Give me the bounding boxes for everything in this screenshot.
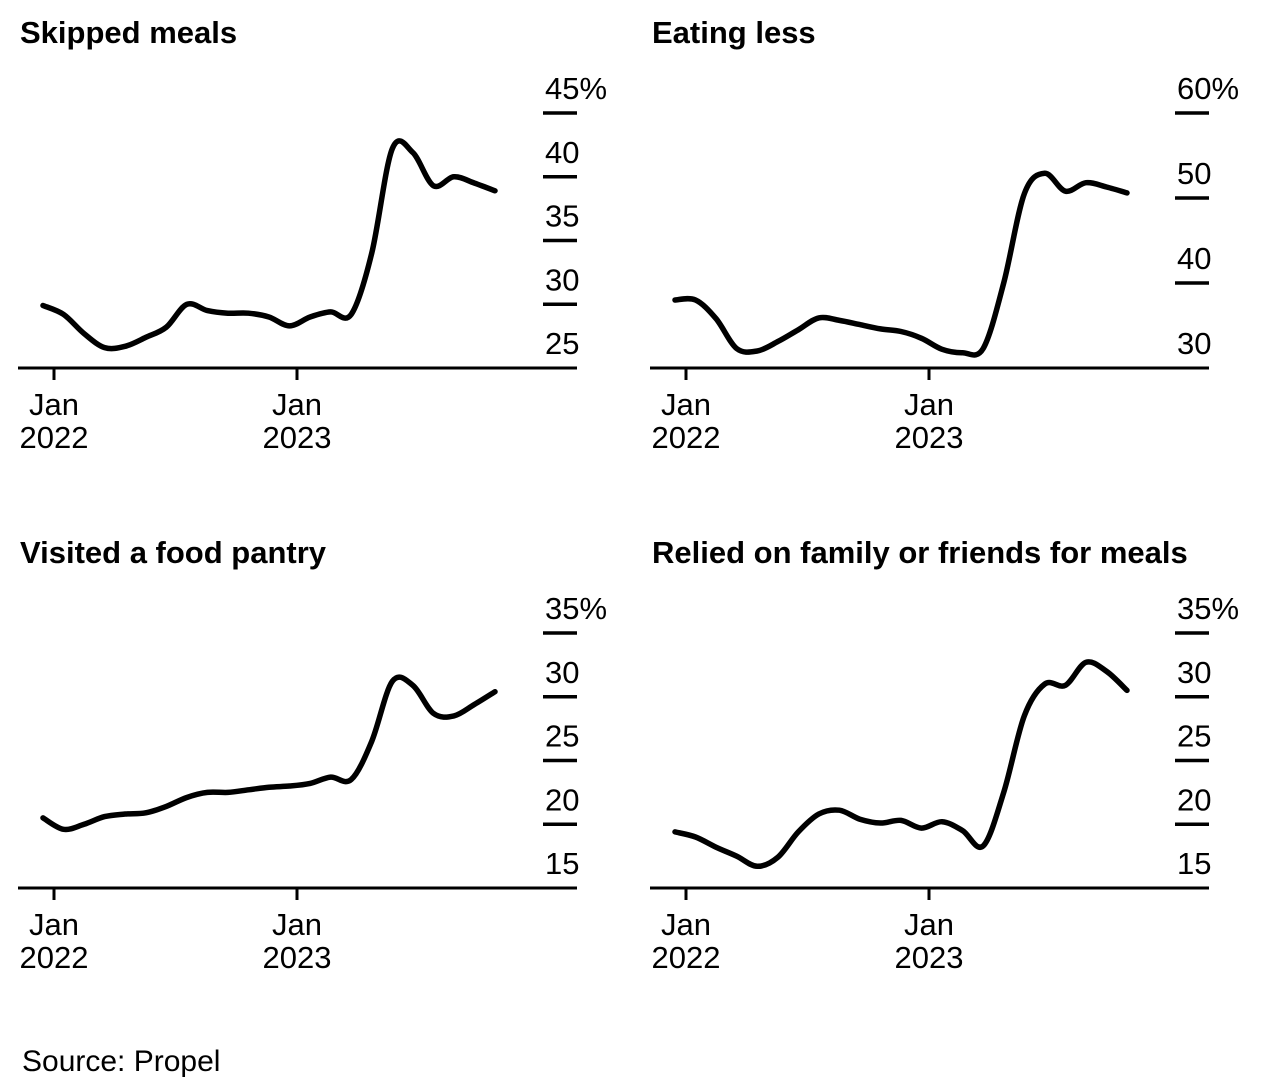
y-tick-label: 30 <box>1177 326 1211 361</box>
y-tick-label: 45% <box>545 71 607 106</box>
y-tick-label: 35% <box>1177 591 1239 626</box>
data-line <box>40 674 498 833</box>
y-tick-label: 60% <box>1177 71 1239 106</box>
x-tick-month-label: Jan <box>661 907 711 942</box>
x-tick-year-label: 2023 <box>895 940 964 975</box>
data-line <box>40 138 498 352</box>
x-tick-month-label: Jan <box>904 907 954 942</box>
panel-visited-food-pantry: Visited a food pantry Jan 2022 Jan 2023 35% 3… <box>0 520 650 1040</box>
x-tick-month-label: Jan <box>272 907 322 942</box>
y-tick-label: 40 <box>1177 241 1211 276</box>
x-tick-year-label: 2022 <box>20 940 89 975</box>
y-tick-label: 40 <box>545 135 579 170</box>
x-tick-month-label: Jan <box>272 387 322 422</box>
y-tick-label: 30 <box>1177 655 1211 690</box>
panel-skipped-meals: Skipped meals Jan 2022 Jan 2023 45% 40 35 30 25 <box>0 0 650 520</box>
panel-title: Eating less <box>652 15 816 50</box>
source-note: Source: Propel <box>22 1045 221 1078</box>
y-tick-label: 30 <box>545 655 579 690</box>
panel-title: Visited a food pantry <box>20 535 327 570</box>
y-tick-label: 25 <box>1177 719 1211 754</box>
x-tick-month-label: Jan <box>29 387 79 422</box>
y-tick-label: 25 <box>545 326 579 361</box>
y-tick-label: 20 <box>1177 782 1211 817</box>
y-tick-label: 35% <box>545 591 607 626</box>
x-tick-year-label: 2023 <box>263 420 332 455</box>
data-line <box>672 659 1130 870</box>
x-tick-year-label: 2023 <box>895 420 964 455</box>
panel-title: Relied on family or friends for meals <box>652 535 1188 570</box>
x-tick-year-label: 2022 <box>652 940 721 975</box>
y-tick-label: 15 <box>1177 846 1211 881</box>
y-tick-label: 25 <box>545 719 579 754</box>
x-tick-year-label: 2023 <box>263 940 332 975</box>
y-tick-label: 15 <box>545 846 579 881</box>
x-tick-month-label: Jan <box>29 907 79 942</box>
panel-eating-less: Eating less Jan 2022 Jan 2023 60% 50 40 30 <box>632 0 1282 520</box>
panel-title: Skipped meals <box>20 15 238 50</box>
x-tick-year-label: 2022 <box>20 420 89 455</box>
data-line <box>672 170 1130 358</box>
y-tick-label: 20 <box>545 782 579 817</box>
x-tick-year-label: 2022 <box>652 420 721 455</box>
y-tick-label: 30 <box>545 262 579 297</box>
x-tick-month-label: Jan <box>904 387 954 422</box>
x-tick-month-label: Jan <box>661 387 711 422</box>
panel-relied-on-family: Relied on family or friends for meals Ja… <box>632 520 1282 1040</box>
y-tick-label: 50 <box>1177 156 1211 191</box>
y-tick-label: 35 <box>545 199 579 234</box>
